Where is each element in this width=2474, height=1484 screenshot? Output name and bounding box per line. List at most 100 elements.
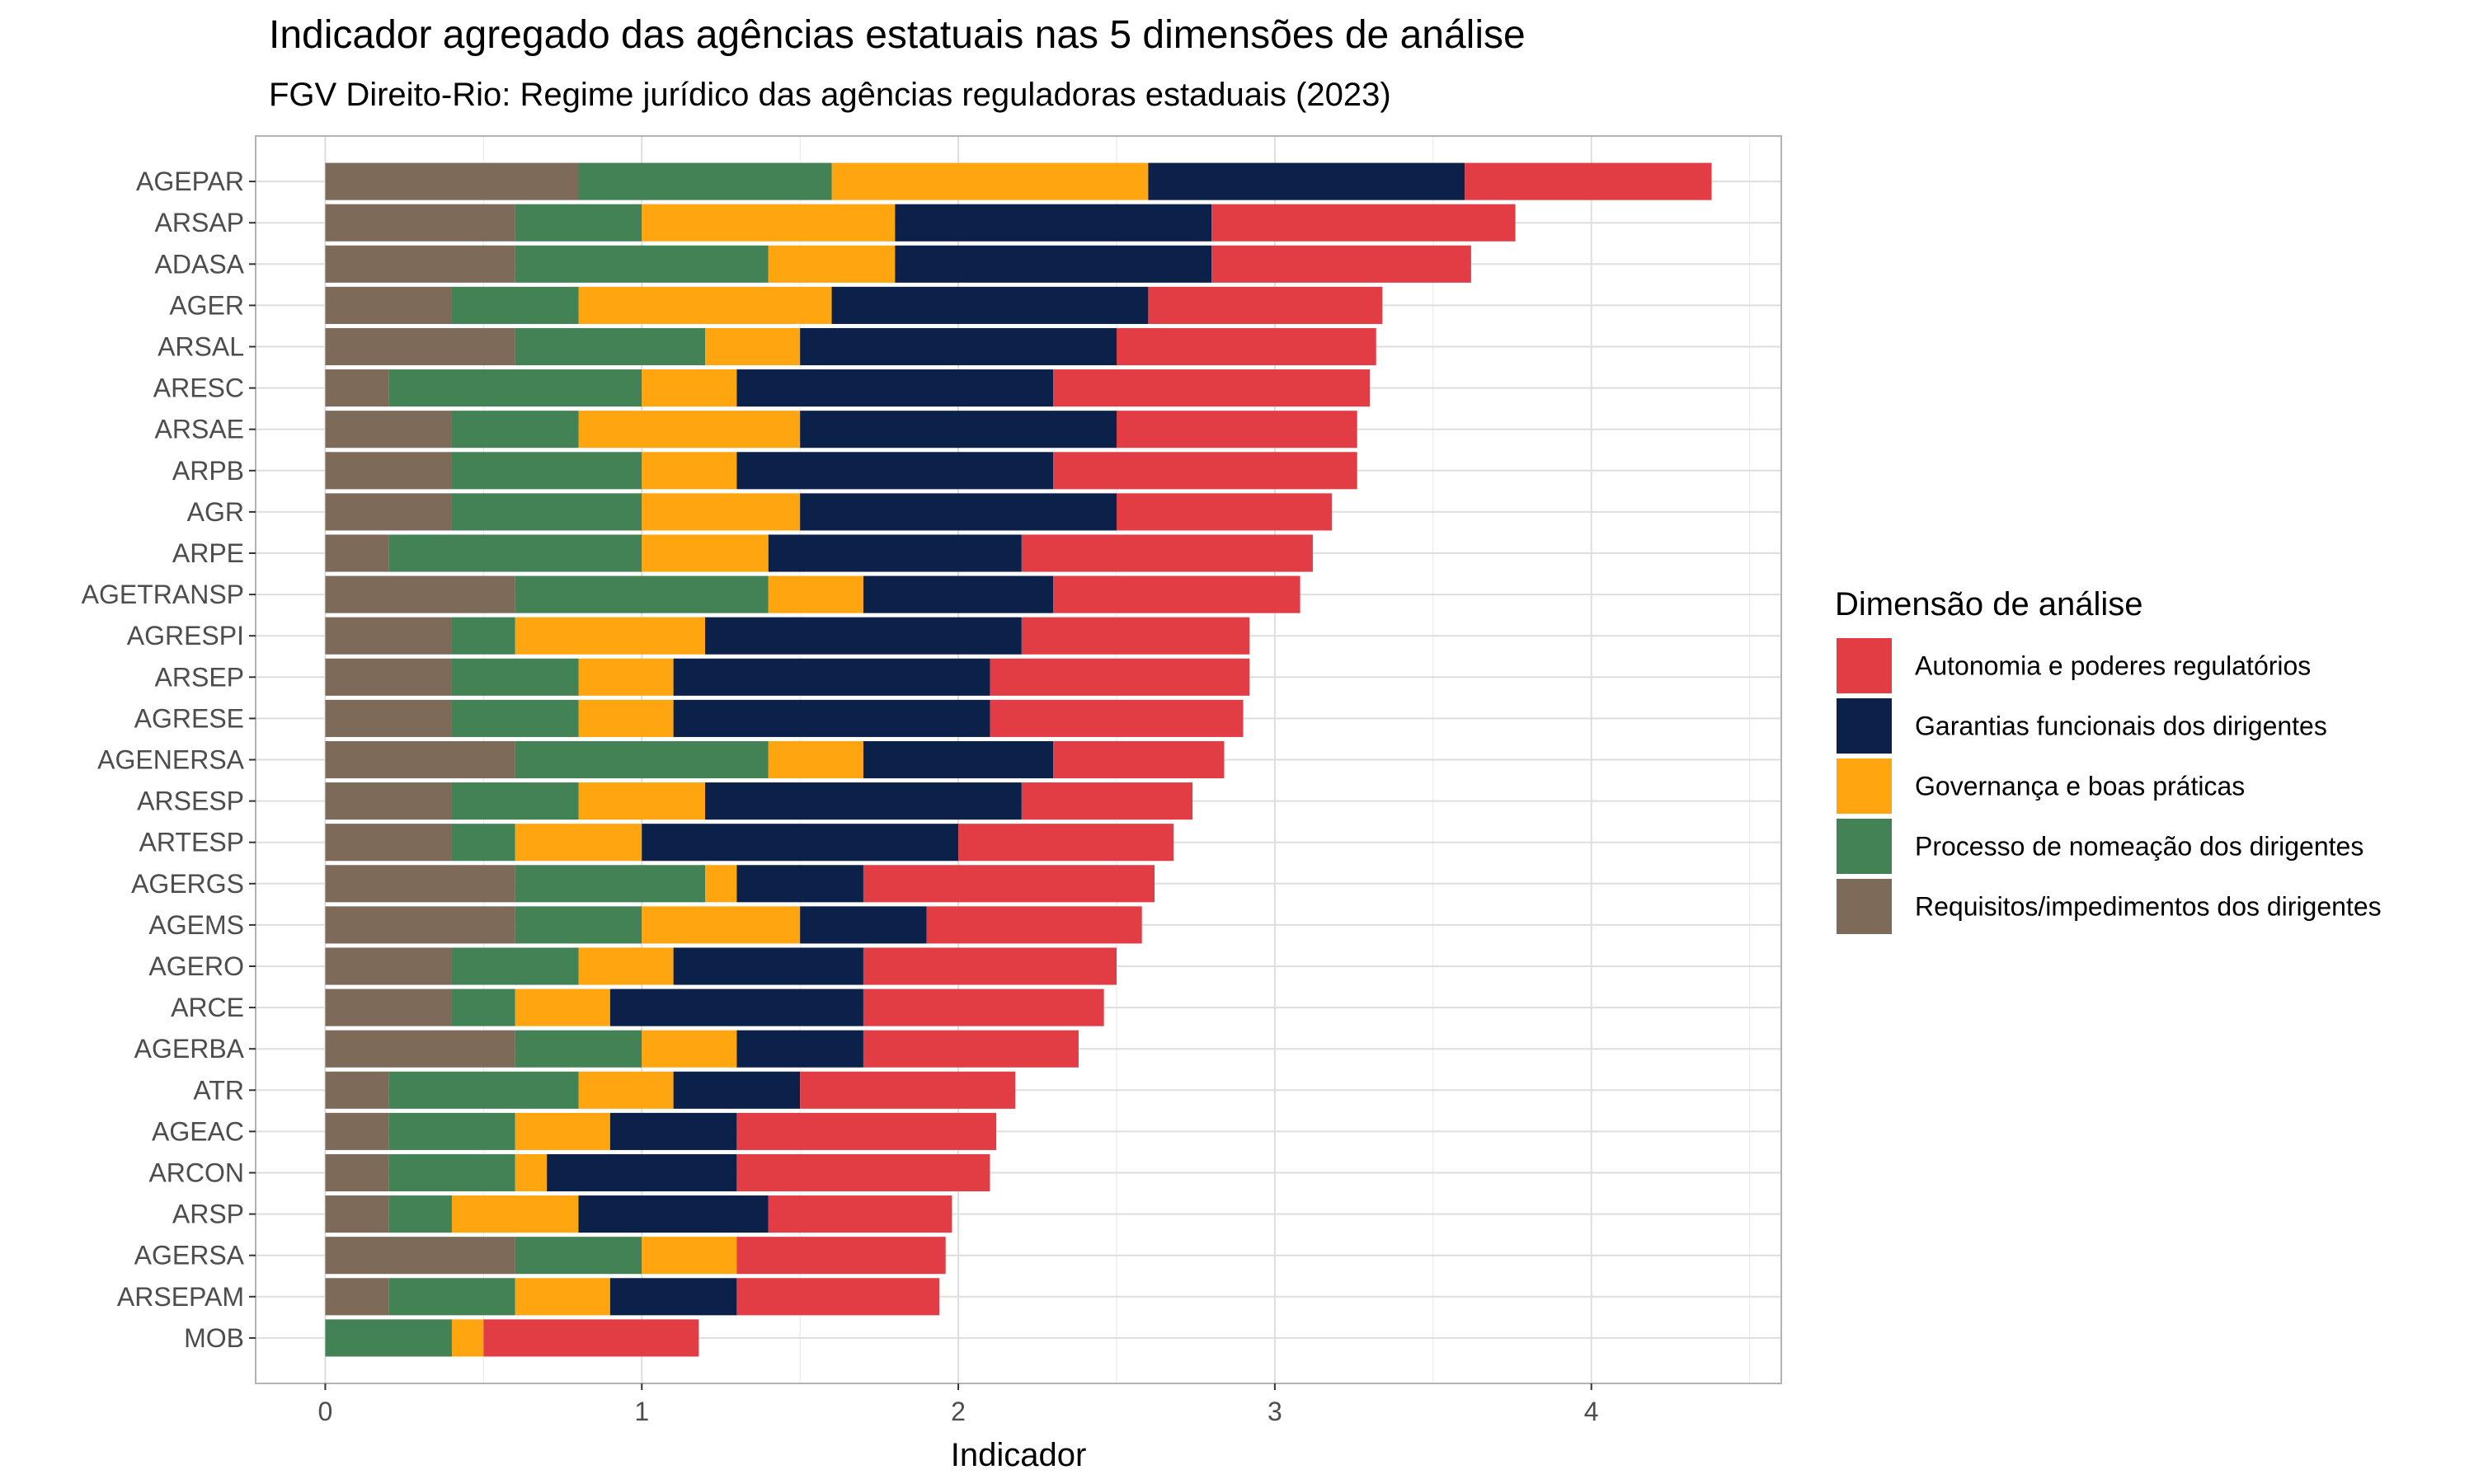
y-tick-label: ARSEPAM xyxy=(117,1282,244,1312)
bar-segment xyxy=(578,699,674,737)
bar-stack-agrespi xyxy=(325,617,1250,655)
bar-segment xyxy=(325,162,579,200)
bar-segment xyxy=(325,989,452,1026)
bar-segment xyxy=(1211,245,1471,283)
bar-segment xyxy=(325,1237,515,1275)
bar-segment xyxy=(642,204,896,242)
x-tick-label: 4 xyxy=(1584,1397,1599,1426)
legend-swatch xyxy=(1837,758,1892,814)
bar-segment xyxy=(578,658,674,696)
bar-segment xyxy=(1053,369,1371,407)
bar-stack-arsap xyxy=(325,204,1516,242)
bar-segment xyxy=(451,947,579,985)
bar-segment xyxy=(1116,493,1332,531)
bar-stack-atr xyxy=(325,1071,1016,1109)
legend-swatch xyxy=(1837,879,1892,934)
bar-segment xyxy=(515,1278,610,1316)
bar-segment xyxy=(451,699,579,737)
y-tick-label: MOB xyxy=(184,1323,244,1353)
y-axis-ticks: AGEPAR ARSAP ADASA AGER ARSAL ARESC ARSAE ARPB A… xyxy=(82,167,256,1353)
y-tick-label: AGEMS xyxy=(148,910,244,940)
bar-segment xyxy=(800,327,1117,366)
bar-segment xyxy=(325,906,515,944)
bar-segment xyxy=(325,1278,389,1316)
bar-segment xyxy=(515,1030,642,1068)
bar-stack-agerba xyxy=(325,1030,1079,1068)
bar-segment xyxy=(483,1319,699,1357)
y-tick-label: ARCE xyxy=(171,993,244,1022)
bar-segment xyxy=(705,617,1022,655)
bar-segment xyxy=(1211,204,1516,242)
bar-segment xyxy=(800,1071,1016,1109)
bar-segment xyxy=(578,286,832,324)
legend-item: Garantias funcionais dos dirigentes xyxy=(1837,698,2327,754)
bar-segment xyxy=(895,204,1212,242)
bar-segment xyxy=(642,369,737,407)
bar-segment xyxy=(515,617,706,655)
bar-segment xyxy=(325,1112,389,1150)
bar-segment xyxy=(1053,452,1357,490)
bar-segment xyxy=(578,1071,674,1109)
bar-segment xyxy=(609,1112,737,1150)
bar-segment xyxy=(705,327,801,366)
legend-label: Garantias funcionais dos dirigentes xyxy=(1915,711,2327,741)
x-tick-label: 1 xyxy=(634,1397,649,1426)
bar-segment xyxy=(325,452,452,490)
bar-stack-ageac xyxy=(325,1112,997,1150)
bar-stack-arpe xyxy=(325,534,1313,572)
x-axis-label: Indicador xyxy=(951,1437,1087,1473)
x-axis-ticks: 0 1 2 3 4 xyxy=(318,1383,1599,1426)
bar-segment xyxy=(1116,327,1376,366)
bar-segment xyxy=(736,1153,990,1192)
bar-stack-arsesp xyxy=(325,782,1193,820)
bar-stack-arsp xyxy=(325,1195,952,1233)
bar-stack-ager xyxy=(325,286,1383,324)
y-tick-label: ARSESP xyxy=(137,787,244,816)
legend-item: Autonomia e poderes regulatórios xyxy=(1837,638,2311,693)
bar-segment xyxy=(705,865,737,903)
y-tick-label: AGEPAR xyxy=(136,167,244,196)
legend-item: Requisitos/impedimentos dos dirigentes xyxy=(1837,879,2382,934)
bar-segment xyxy=(1116,411,1357,448)
bar-segment xyxy=(895,245,1212,283)
y-tick-label: AGETRANSP xyxy=(82,580,244,609)
bar-segment xyxy=(1053,575,1300,613)
x-tick-label: 2 xyxy=(951,1397,966,1426)
y-tick-label: ARPB xyxy=(172,456,244,486)
bar-segment xyxy=(325,1319,452,1357)
bar-segment xyxy=(736,1278,940,1316)
bar-segment xyxy=(736,865,863,903)
legend-title: Dimensão de análise xyxy=(1835,586,2143,622)
bar-segment xyxy=(325,369,389,407)
bar-segment xyxy=(673,1071,801,1109)
bar-segment xyxy=(325,411,452,448)
bar-stack-arsal xyxy=(325,327,1376,366)
bar-segment xyxy=(863,989,1104,1026)
bar-segment xyxy=(642,824,959,862)
bar-segment xyxy=(388,1195,452,1233)
bar-segment xyxy=(768,534,1022,572)
y-tick-label: AGENERSA xyxy=(97,745,244,775)
bar-segment xyxy=(325,1030,515,1068)
bar-segment xyxy=(388,1112,515,1150)
bar-segment xyxy=(325,947,452,985)
bar-segment xyxy=(325,493,452,531)
y-tick-label: AGERSA xyxy=(134,1241,245,1270)
bar-segment xyxy=(325,1153,389,1192)
bar-segment xyxy=(515,1153,548,1192)
bar-segment xyxy=(515,906,642,944)
bar-segment xyxy=(1021,534,1313,572)
bar-stack-arsepam xyxy=(325,1278,940,1316)
bar-segment xyxy=(325,740,515,779)
x-tick-label: 3 xyxy=(1268,1397,1282,1426)
bar-segment xyxy=(515,327,706,366)
y-tick-label: ARSEP xyxy=(155,662,244,692)
bar-stack-agr xyxy=(325,493,1332,531)
y-tick-label: AGRESPI xyxy=(127,621,244,650)
y-tick-label: ARTESP xyxy=(139,828,244,857)
bar-segment xyxy=(831,162,1149,200)
y-tick-label: AGEAC xyxy=(152,1116,244,1146)
bar-stack-agepar xyxy=(325,162,1712,200)
bar-stack-mob xyxy=(325,1319,699,1357)
bar-segment xyxy=(325,575,515,613)
